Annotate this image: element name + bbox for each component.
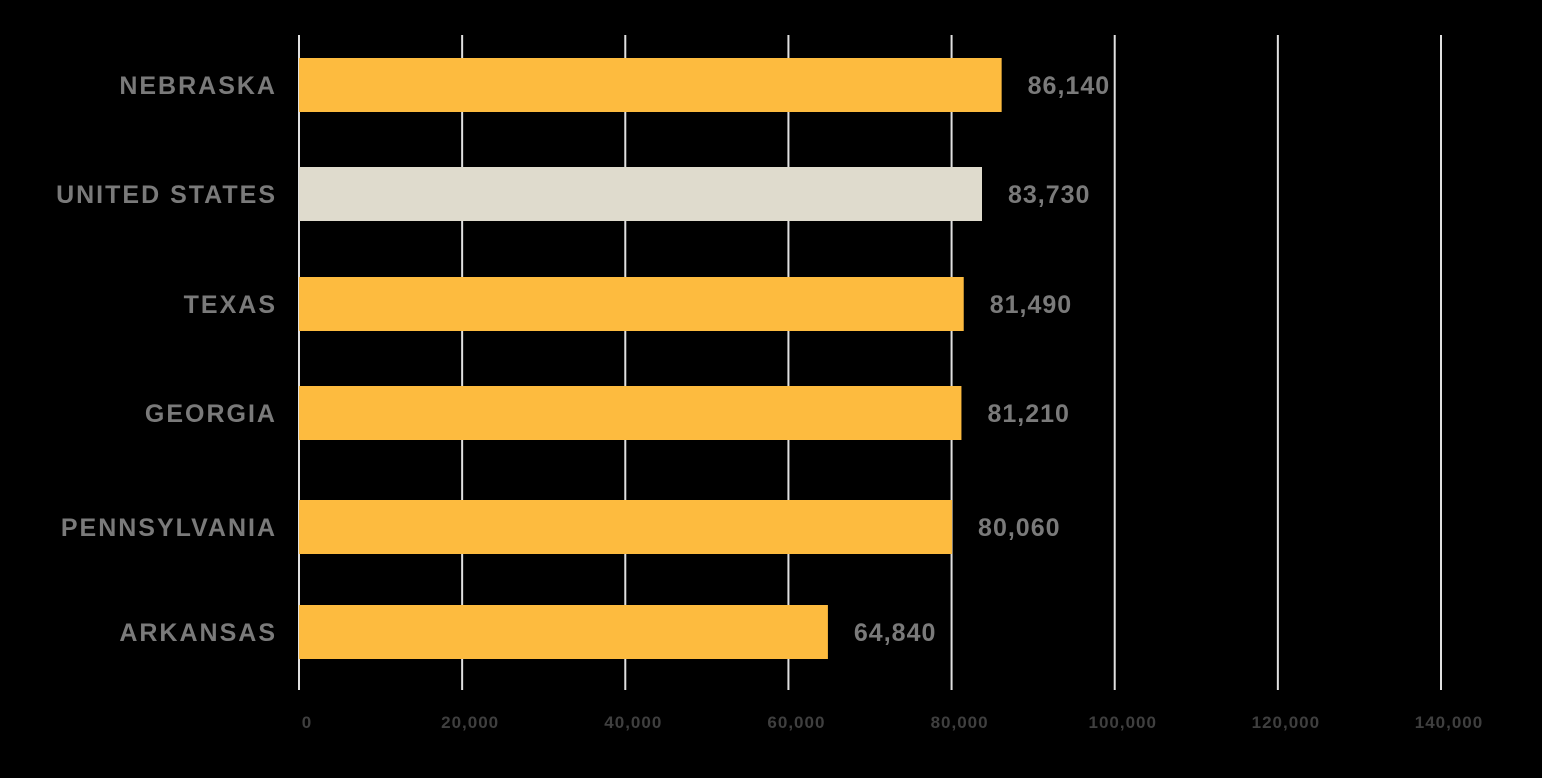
category-label: PENNSYLVANIA bbox=[61, 514, 277, 542]
bars bbox=[299, 58, 1002, 659]
value-label: 80,060 bbox=[978, 514, 1060, 542]
x-tick-label: 100,000 bbox=[1088, 713, 1156, 732]
bar bbox=[299, 58, 1002, 112]
bar bbox=[299, 167, 982, 221]
x-tick-label: 0 bbox=[302, 713, 312, 732]
category-label: NEBRASKA bbox=[119, 72, 277, 100]
value-labels: 86,140 83,730 81,490 81,210 80,060 64,840 bbox=[854, 72, 1110, 647]
category-label: ARKANSAS bbox=[119, 619, 277, 647]
category-label: UNITED STATES bbox=[56, 181, 277, 209]
category-label: TEXAS bbox=[184, 291, 277, 319]
x-tick-label: 20,000 bbox=[441, 713, 499, 732]
value-label: 86,140 bbox=[1028, 72, 1110, 100]
bar bbox=[299, 386, 962, 440]
category-label: GEORGIA bbox=[145, 400, 277, 428]
x-tick-label: 120,000 bbox=[1252, 713, 1320, 732]
x-tick-label: 80,000 bbox=[931, 713, 989, 732]
category-labels: NEBRASKA UNITED STATES TEXAS GEORGIA PENNSYL… bbox=[56, 72, 277, 647]
value-label: 81,490 bbox=[990, 291, 1072, 319]
bar bbox=[299, 605, 828, 659]
x-tick-label: 40,000 bbox=[604, 713, 662, 732]
bar bbox=[299, 500, 953, 554]
gridlines bbox=[298, 35, 1442, 690]
value-label: 83,730 bbox=[1008, 181, 1090, 209]
x-axis-tick-labels: 0 20,000 40,000 60,000 80,000 100,000 120,000 1… bbox=[302, 713, 1483, 732]
bar bbox=[299, 277, 964, 331]
x-tick-label: 60,000 bbox=[767, 713, 825, 732]
value-label: 64,840 bbox=[854, 619, 936, 647]
value-label: 81,210 bbox=[987, 400, 1069, 428]
x-tick-label: 140,000 bbox=[1415, 713, 1483, 732]
